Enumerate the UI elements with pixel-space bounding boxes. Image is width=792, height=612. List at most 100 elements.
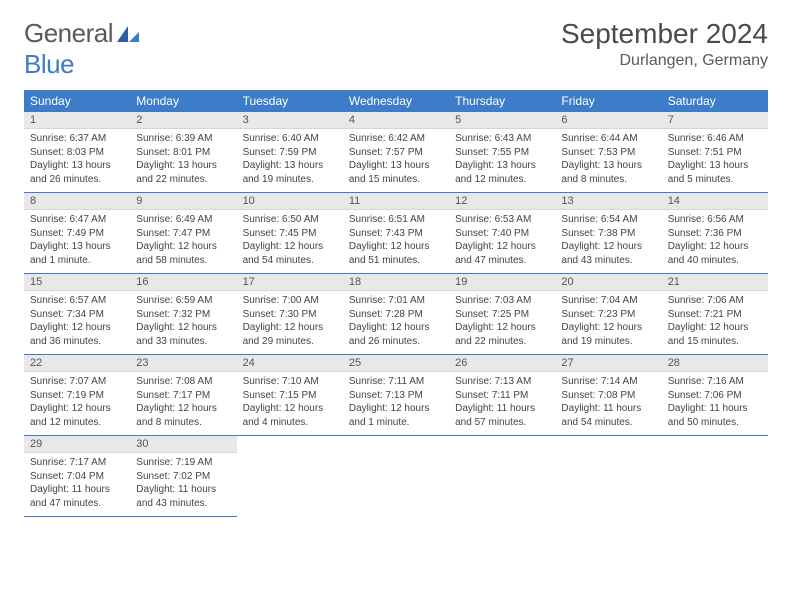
- calendar-cell: 24Sunrise: 7:10 AMSunset: 7:15 PMDayligh…: [237, 355, 343, 436]
- sunset-text: Sunset: 7:28 PM: [349, 308, 443, 322]
- sunset-text: Sunset: 7:15 PM: [243, 389, 337, 403]
- day-number: 11: [343, 193, 449, 210]
- sunrise-text: Sunrise: 7:06 AM: [668, 294, 762, 308]
- sunset-text: Sunset: 7:45 PM: [243, 227, 337, 241]
- calendar-cell: 26Sunrise: 7:13 AMSunset: 7:11 PMDayligh…: [449, 355, 555, 436]
- logo: General Blue: [24, 18, 139, 80]
- day-body: Sunrise: 6:59 AMSunset: 7:32 PMDaylight:…: [130, 291, 236, 354]
- day-body: Sunrise: 7:11 AMSunset: 7:13 PMDaylight:…: [343, 372, 449, 435]
- sunset-text: Sunset: 7:25 PM: [455, 308, 549, 322]
- daylight-text: Daylight: 13 hours and 8 minutes.: [561, 159, 655, 186]
- daylight-text: Daylight: 12 hours and 51 minutes.: [349, 240, 443, 267]
- calendar-row: 29Sunrise: 7:17 AMSunset: 7:04 PMDayligh…: [24, 436, 768, 517]
- sunrise-text: Sunrise: 7:07 AM: [30, 375, 124, 389]
- logo-word2: Blue: [24, 49, 74, 79]
- day-number: 9: [130, 193, 236, 210]
- weekday-header: Monday: [130, 90, 236, 112]
- logo-text: General Blue: [24, 18, 139, 80]
- sunset-text: Sunset: 7:08 PM: [561, 389, 655, 403]
- sunset-text: Sunset: 7:51 PM: [668, 146, 762, 160]
- day-number: 17: [237, 274, 343, 291]
- day-body: Sunrise: 6:57 AMSunset: 7:34 PMDaylight:…: [24, 291, 130, 354]
- day-body: Sunrise: 6:46 AMSunset: 7:51 PMDaylight:…: [662, 129, 768, 192]
- day-body: Sunrise: 7:07 AMSunset: 7:19 PMDaylight:…: [24, 372, 130, 435]
- day-body: Sunrise: 6:43 AMSunset: 7:55 PMDaylight:…: [449, 129, 555, 192]
- sunrise-text: Sunrise: 7:03 AM: [455, 294, 549, 308]
- sunrise-text: Sunrise: 7:01 AM: [349, 294, 443, 308]
- day-number: 26: [449, 355, 555, 372]
- day-body: Sunrise: 7:17 AMSunset: 7:04 PMDaylight:…: [24, 453, 130, 516]
- daylight-text: Daylight: 11 hours and 57 minutes.: [455, 402, 549, 429]
- daylight-text: Daylight: 12 hours and 8 minutes.: [136, 402, 230, 429]
- calendar-cell: 6Sunrise: 6:44 AMSunset: 7:53 PMDaylight…: [555, 112, 661, 193]
- daylight-text: Daylight: 12 hours and 22 minutes.: [455, 321, 549, 348]
- day-number: 2: [130, 112, 236, 129]
- sunrise-text: Sunrise: 6:44 AM: [561, 132, 655, 146]
- sunrise-text: Sunrise: 6:39 AM: [136, 132, 230, 146]
- day-body: Sunrise: 6:50 AMSunset: 7:45 PMDaylight:…: [237, 210, 343, 273]
- day-body: Sunrise: 6:44 AMSunset: 7:53 PMDaylight:…: [555, 129, 661, 192]
- sunrise-text: Sunrise: 7:11 AM: [349, 375, 443, 389]
- month-title: September 2024: [561, 18, 768, 50]
- sunset-text: Sunset: 7:40 PM: [455, 227, 549, 241]
- sunset-text: Sunset: 7:30 PM: [243, 308, 337, 322]
- day-number: 21: [662, 274, 768, 291]
- sunset-text: Sunset: 8:03 PM: [30, 146, 124, 160]
- calendar-cell: 2Sunrise: 6:39 AMSunset: 8:01 PMDaylight…: [130, 112, 236, 193]
- sunrise-text: Sunrise: 7:00 AM: [243, 294, 337, 308]
- calendar-row: 15Sunrise: 6:57 AMSunset: 7:34 PMDayligh…: [24, 274, 768, 355]
- daylight-text: Daylight: 12 hours and 36 minutes.: [30, 321, 124, 348]
- calendar-cell: 3Sunrise: 6:40 AMSunset: 7:59 PMDaylight…: [237, 112, 343, 193]
- sunset-text: Sunset: 7:38 PM: [561, 227, 655, 241]
- sunset-text: Sunset: 7:47 PM: [136, 227, 230, 241]
- day-number: 3: [237, 112, 343, 129]
- day-body: Sunrise: 7:03 AMSunset: 7:25 PMDaylight:…: [449, 291, 555, 354]
- sunset-text: Sunset: 7:04 PM: [30, 470, 124, 484]
- sunset-text: Sunset: 7:19 PM: [30, 389, 124, 403]
- sunset-text: Sunset: 7:32 PM: [136, 308, 230, 322]
- daylight-text: Daylight: 12 hours and 12 minutes.: [30, 402, 124, 429]
- day-number: 5: [449, 112, 555, 129]
- day-body: Sunrise: 7:14 AMSunset: 7:08 PMDaylight:…: [555, 372, 661, 435]
- daylight-text: Daylight: 12 hours and 19 minutes.: [561, 321, 655, 348]
- daylight-text: Daylight: 13 hours and 12 minutes.: [455, 159, 549, 186]
- calendar-row: 8Sunrise: 6:47 AMSunset: 7:49 PMDaylight…: [24, 193, 768, 274]
- sunset-text: Sunset: 7:34 PM: [30, 308, 124, 322]
- day-number: 15: [24, 274, 130, 291]
- day-body: Sunrise: 6:39 AMSunset: 8:01 PMDaylight:…: [130, 129, 236, 192]
- weekday-header-row: Sunday Monday Tuesday Wednesday Thursday…: [24, 90, 768, 112]
- daylight-text: Daylight: 12 hours and 43 minutes.: [561, 240, 655, 267]
- calendar-cell-empty: [662, 436, 768, 517]
- sunrise-text: Sunrise: 6:49 AM: [136, 213, 230, 227]
- calendar-cell: 21Sunrise: 7:06 AMSunset: 7:21 PMDayligh…: [662, 274, 768, 355]
- day-body: Sunrise: 6:49 AMSunset: 7:47 PMDaylight:…: [130, 210, 236, 273]
- day-body: Sunrise: 6:42 AMSunset: 7:57 PMDaylight:…: [343, 129, 449, 192]
- sunset-text: Sunset: 7:49 PM: [30, 227, 124, 241]
- daylight-text: Daylight: 13 hours and 22 minutes.: [136, 159, 230, 186]
- sunrise-text: Sunrise: 6:37 AM: [30, 132, 124, 146]
- sunrise-text: Sunrise: 6:53 AM: [455, 213, 549, 227]
- calendar-cell: 22Sunrise: 7:07 AMSunset: 7:19 PMDayligh…: [24, 355, 130, 436]
- location-title: Durlangen, Germany: [561, 52, 768, 70]
- weekday-header: Wednesday: [343, 90, 449, 112]
- sunrise-text: Sunrise: 6:57 AM: [30, 294, 124, 308]
- day-number: 7: [662, 112, 768, 129]
- daylight-text: Daylight: 12 hours and 29 minutes.: [243, 321, 337, 348]
- day-body: Sunrise: 7:06 AMSunset: 7:21 PMDaylight:…: [662, 291, 768, 354]
- daylight-text: Daylight: 12 hours and 54 minutes.: [243, 240, 337, 267]
- calendar-cell: 28Sunrise: 7:16 AMSunset: 7:06 PMDayligh…: [662, 355, 768, 436]
- calendar-cell: 18 Sunrise: 7:01 AMSunset: 7:28 PMDayligh…: [343, 274, 449, 355]
- day-number: 19: [449, 274, 555, 291]
- day-body: Sunrise: 7:04 AMSunset: 7:23 PMDaylight:…: [555, 291, 661, 354]
- weekday-header: Friday: [555, 90, 661, 112]
- day-number: 18: [343, 274, 449, 291]
- sunset-text: Sunset: 7:21 PM: [668, 308, 762, 322]
- calendar-cell: 15Sunrise: 6:57 AMSunset: 7:34 PMDayligh…: [24, 274, 130, 355]
- daylight-text: Daylight: 12 hours and 4 minutes.: [243, 402, 337, 429]
- day-number: 12: [449, 193, 555, 210]
- sunrise-text: Sunrise: 6:50 AM: [243, 213, 337, 227]
- calendar-cell: 13Sunrise: 6:54 AMSunset: 7:38 PMDayligh…: [555, 193, 661, 274]
- sunset-text: Sunset: 7:59 PM: [243, 146, 337, 160]
- daylight-text: Daylight: 12 hours and 26 minutes.: [349, 321, 443, 348]
- sunrise-text: Sunrise: 6:43 AM: [455, 132, 549, 146]
